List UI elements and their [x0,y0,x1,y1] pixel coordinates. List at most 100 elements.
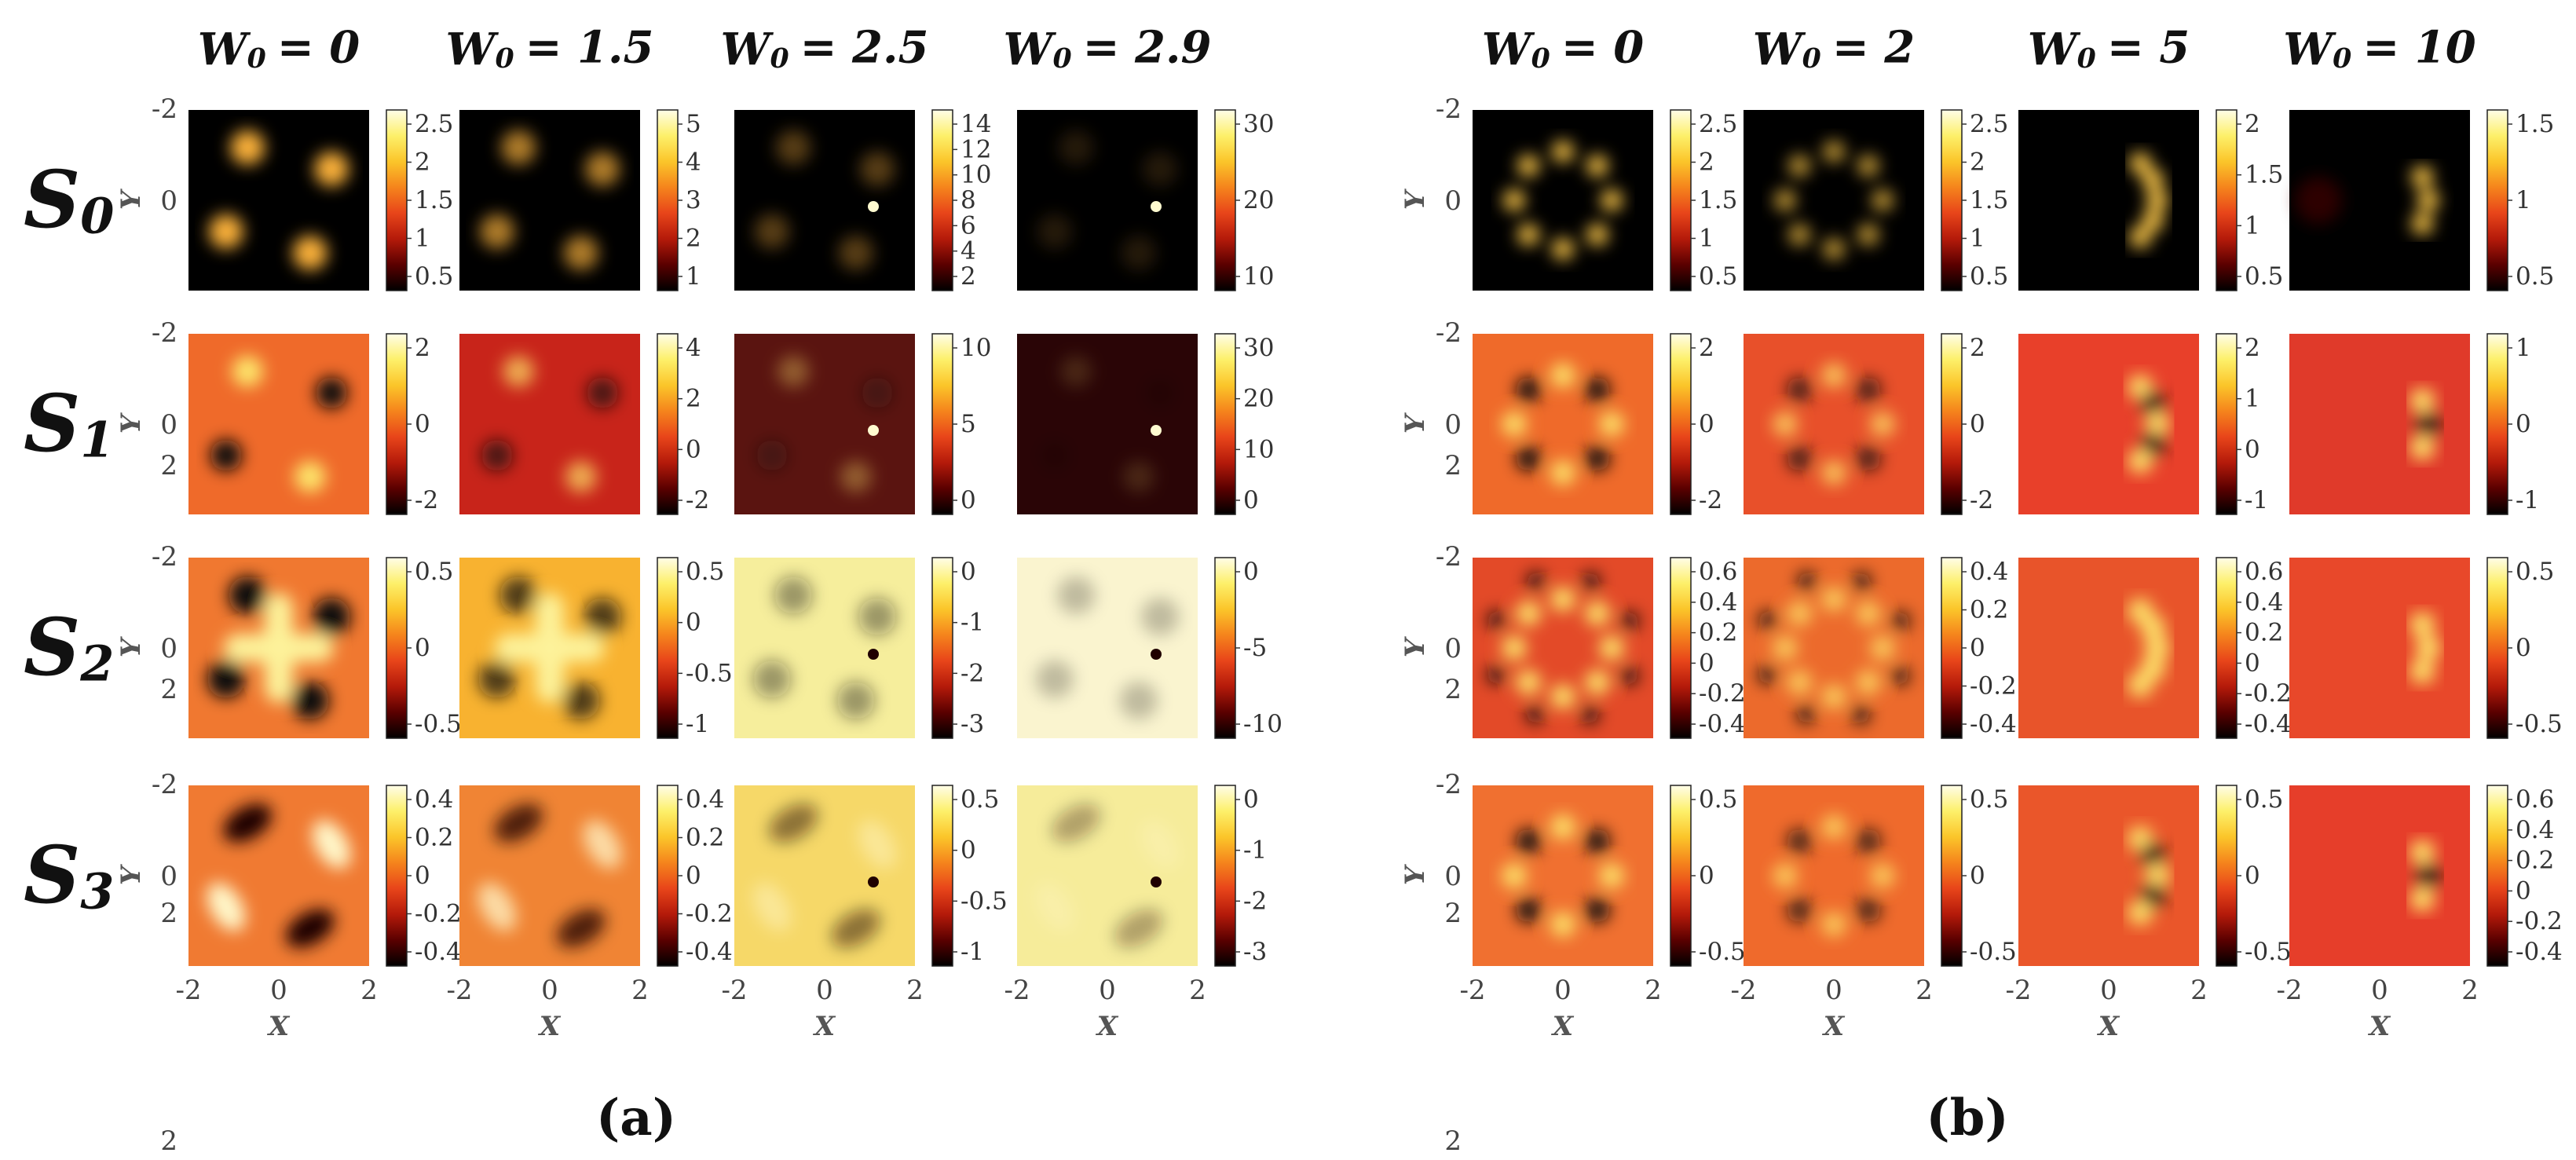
stokes-lobe [1114,909,1163,948]
y-tick-label: 2 [160,674,177,705]
colorbar [931,333,953,515]
x-axis-label: X [1822,1011,1846,1042]
stokes-map: 1 0 -1 [2289,333,2539,515]
ring-spot [1823,238,1845,260]
map-features [478,576,622,720]
ring-spot [1584,377,1610,403]
stokes-map: 2 0 -2 [1744,333,1993,515]
x-tick-label: 2 [631,975,649,1006]
ring-spot [1855,669,1881,695]
colorbar [657,109,679,291]
stokes-lobe [752,882,792,931]
ring-spot [1586,223,1608,246]
colorbar-tick-label: 12 [961,135,991,163]
map-features [754,130,895,271]
colorbar-tick-label: -0.2 [2245,679,2292,708]
colorbar-tick-label: -0.4 [1699,710,1746,738]
map-features [2128,825,2170,926]
x-tick-label: -2 [446,975,472,1006]
map-features [479,130,620,271]
colorbar-tick-label: 0 [1243,558,1259,586]
colorbar-tick-label: -5 [1243,634,1267,662]
stokes-map: 1.5 1 0.5 [2289,109,2554,291]
ring-spot [2128,900,2153,926]
stokes-lobe [587,377,619,409]
map-background [188,334,369,514]
ring-spot [1599,863,1624,888]
stokes-lobe [858,598,897,636]
intensity-spot [208,214,243,249]
column-header-var: W [1004,24,1057,75]
colorbar-tick-label: 10 [961,161,991,189]
colorbar-tick-label: 0 [1699,649,1714,677]
stokes-lobe [494,803,543,843]
ring-spot [2410,886,2435,912]
map-features [1035,576,1180,720]
stokes-map: 2.5 2 1.5 1 0.5 [1473,109,1737,291]
ring-node [1580,705,1600,725]
map-features [752,576,897,720]
colorbar [1670,333,1692,515]
ring-spot [1788,223,1811,246]
colorbar-tick-label: -0.5 [1699,938,1746,966]
colorbar-tick-label: 2 [2245,110,2260,138]
stokes-lobe [229,576,267,614]
colorbar-tick-label: 1 [415,225,430,253]
ring-spot [1586,155,1608,177]
colorbar-tick-label: 1.5 [2245,161,2283,189]
map-background [734,785,915,966]
row-label-sub: 1 [80,411,114,468]
map-background [2289,785,2470,966]
colorbar-tick-label: 1 [2516,186,2531,214]
ring-spot [1550,814,1575,840]
column-header: W0 = 2 [1753,21,1915,75]
ring-spot [1821,814,1846,840]
colorbar-tick-label: 10 [1243,262,1274,291]
colorbar-tick-label: 0.6 [2516,785,2554,814]
row-label-sub: 0 [80,187,114,244]
colorbar [2216,785,2238,967]
x-tick-label: -2 [721,975,747,1006]
column-header-sub: 0 [1531,42,1550,75]
colorbar-tick-label: -0.5 [1970,938,2017,966]
colorbar-tick-label: -2 [1970,486,1993,514]
ring-spot [1516,377,1542,403]
colorbar-tick-label: 0 [1243,785,1259,814]
stokes-map: 30 20 10 [1017,109,1274,291]
y-tick-label: -2 [1436,93,1462,125]
y-tick-label: -2 [1436,769,1462,800]
ring-node [1852,572,1872,591]
y-axis-label: Y [115,864,147,885]
stokes-map: 0.60.40.20-0.2-0.4 [1473,557,1746,739]
y-tick-label: 2 [1444,450,1462,481]
colorbar-tick-label: 2 [1970,148,1985,177]
colorbar-tick-label: -0.4 [686,938,733,966]
stokes-map: 0.4 0.2 0 -0.2 -0.4 [1744,557,2017,739]
colorbar-tick-label: -1 [1243,836,1267,865]
ring-spot [1584,445,1610,471]
colorbar-tick-label: 0 [2516,876,2531,905]
map-background [2289,334,2470,514]
map-background [1744,558,1924,738]
ring-spot [2145,412,2170,437]
x-axis-label: X [2097,1011,2120,1042]
soliton-peak [868,425,879,436]
colorbar-tick-label: 0 [415,410,430,438]
x-tick-label: 0 [541,975,558,1006]
colorbar-tick-label: 2 [415,334,430,362]
colorbar-tick-label: 0 [2245,435,2260,463]
ring-spot [1517,223,1540,246]
stokes-map: 2 1 0 -1 [2018,333,2268,515]
stokes-lobe [836,682,875,720]
ring-spot [1584,829,1610,854]
x-tick-label: 0 [1554,975,1572,1006]
ring-spot [1552,238,1574,260]
row-label: S0 [24,153,114,246]
stokes-lobe [562,682,600,720]
colorbar-tick-label: -0.4 [2245,710,2292,738]
map-features [1038,355,1176,493]
map-features [756,355,894,493]
map-background [1017,558,1198,738]
map-background [1017,334,1198,514]
colorbar-tick-label: -3 [961,710,984,738]
